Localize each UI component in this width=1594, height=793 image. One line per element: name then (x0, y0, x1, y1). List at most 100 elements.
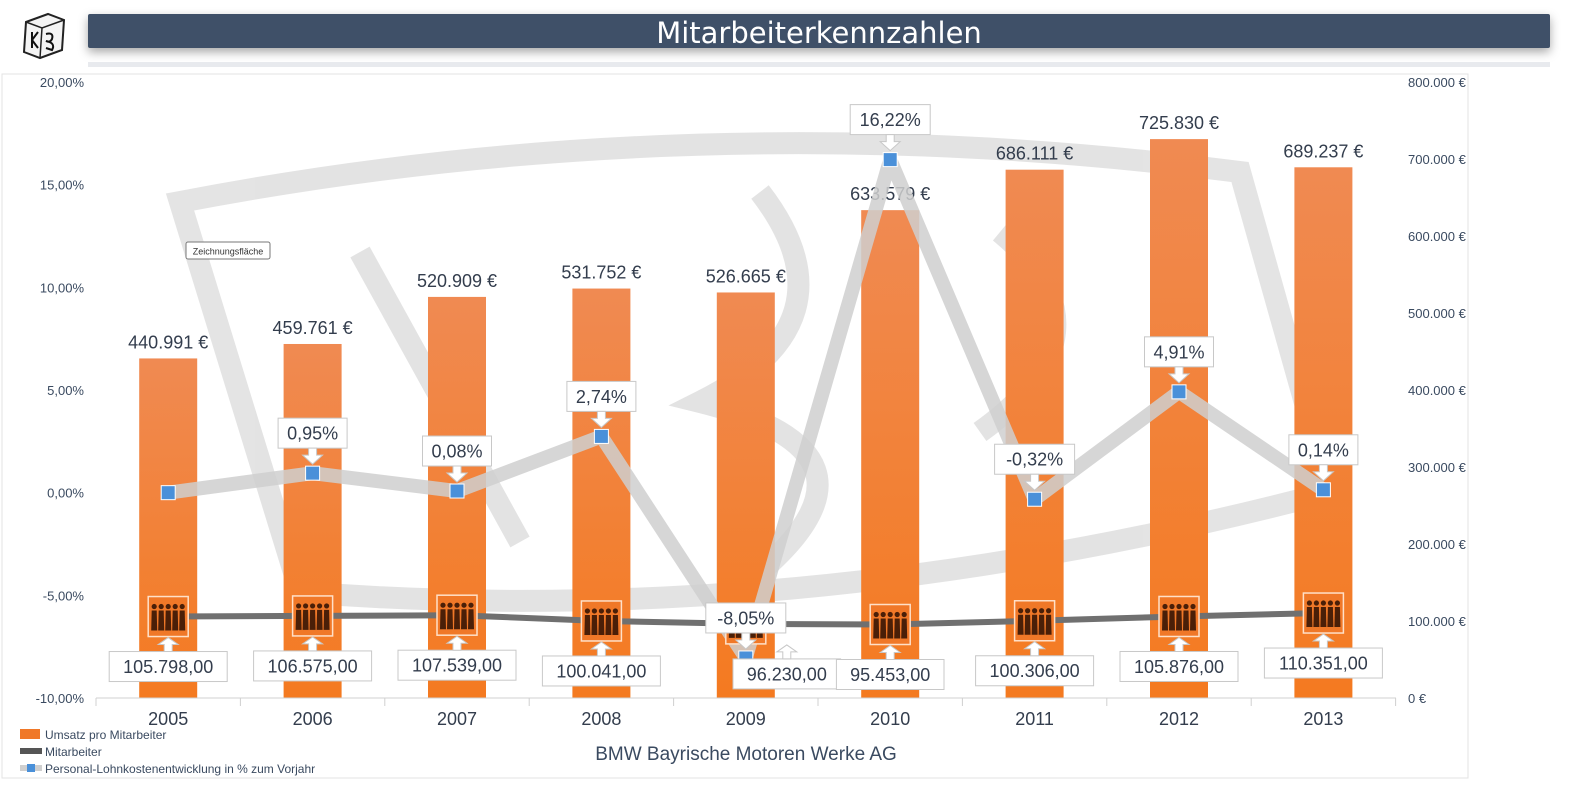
y-right-tick-label: 600.000 € (1408, 229, 1467, 244)
legend-label: Mitarbeiter (45, 745, 102, 759)
lohnkosten-label-text: 16,22% (860, 110, 921, 130)
person-body (901, 618, 908, 639)
lohnkosten-label-box (1144, 336, 1214, 368)
person-body (591, 614, 598, 635)
person-body (309, 609, 316, 630)
y-left-tick-label: 10,00% (40, 280, 85, 295)
person-head (468, 602, 474, 608)
y-left-tick-label: 15,00% (40, 178, 85, 193)
person-body (598, 614, 605, 635)
x-tick-label: 2007 (437, 709, 477, 729)
y-axis-right: 800.000 € 700.000 € 600.000 € 500.000 € 400.… (1408, 75, 1467, 706)
lohnkosten-label-text: 0,95% (287, 424, 338, 444)
lohnkosten-marker (449, 483, 465, 499)
lohnkosten-label-arrow (734, 632, 758, 650)
person-body (440, 609, 446, 630)
person-body (894, 618, 901, 639)
mitarbeiter-label-arrow (445, 635, 469, 651)
person-head (887, 611, 893, 618)
lohnkosten-series (160, 152, 1331, 666)
person-body (1017, 614, 1024, 635)
people-marker-icon (1158, 595, 1200, 638)
bar-value-label: 459.761 € (273, 318, 353, 338)
x-tick-label: 2005 (148, 709, 188, 729)
lohnkosten-label-box (566, 380, 637, 412)
mitarbeiter-label-text: 105.798,00 (123, 657, 213, 677)
person-body (151, 610, 158, 631)
y-right-tick-label: 300.000 € (1408, 460, 1467, 475)
people-marker-icon (580, 600, 623, 642)
people-marker-icon (1013, 600, 1056, 642)
person-body (1306, 607, 1313, 628)
mitarbeiter-labels: 105.798,00 106.575,00 107.539,00 100.041,00… (108, 633, 1383, 691)
y-left-tick-label: 0,00% (47, 486, 84, 501)
person-body (1038, 614, 1045, 635)
person-head (584, 608, 591, 614)
lohnkosten-marker (1171, 384, 1187, 400)
person-head (317, 603, 323, 609)
y-left-tick-label: -5,00% (43, 588, 85, 603)
person-body (1176, 610, 1182, 631)
bar-value-label: 686.111 € (996, 144, 1073, 164)
y-right-tick-label: 200.000 € (1408, 537, 1467, 552)
person-body (165, 610, 172, 631)
mitarbeiter-label-arrow (775, 644, 799, 660)
x-tick-label: 2011 (1015, 709, 1054, 729)
mitarbeiter-label: 106.575,00 (253, 636, 373, 682)
person-head (165, 603, 171, 610)
y-right-tick-label: 100.000 € (1408, 614, 1467, 629)
logo (18, 10, 70, 62)
person-body (1190, 610, 1196, 631)
lohnkosten-label-arrow (1167, 366, 1191, 384)
people-marker-icon (1302, 592, 1345, 634)
person-head (1025, 608, 1031, 614)
person-head (901, 611, 907, 618)
mitarbeiter-label-text: 96.230,00 (747, 664, 827, 684)
person-head (1046, 608, 1052, 614)
lohnkosten-marker (1027, 491, 1043, 507)
lohnkosten-marker (593, 428, 609, 444)
mitarbeiter-label: 100.306,00 (975, 641, 1095, 687)
person-head (605, 608, 612, 614)
person-head (1018, 608, 1024, 614)
lohnkosten-label: -0,32% (994, 443, 1076, 491)
mitarbeiter-label-arrow (878, 644, 902, 661)
title-underline (88, 62, 1550, 67)
mitarbeiter-label: 110.351,00 (1263, 633, 1383, 679)
person-head (1190, 603, 1196, 610)
lohnkosten-label: 0,95% (277, 417, 348, 465)
lohnkosten-marker (160, 485, 176, 501)
legend-label: Personal-Lohnkostenentwicklung in % zum … (45, 762, 315, 776)
legend-swatch-mitarbeiter (20, 748, 42, 754)
lohnkosten-marker (882, 152, 898, 168)
legend: Umsatz pro Mitarbeiter Mitarbeiter Persona… (20, 728, 315, 776)
lohnkosten-label-arrow (590, 410, 613, 429)
person-head (1039, 608, 1045, 614)
mitarbeiter-label: 96.230,00 (732, 644, 842, 690)
person-body (302, 609, 309, 630)
mitarbeiter-label: 100.041,00 (541, 641, 661, 687)
person-head (172, 603, 178, 610)
person-body (158, 610, 165, 631)
lohnkosten-label-box (994, 443, 1076, 475)
lohnkosten-label-arrow (1023, 473, 1046, 491)
mitarbeiter-label-text: 95.453,00 (850, 665, 930, 685)
lohnkosten-label-text: 2,74% (576, 387, 627, 407)
lohnkosten-marker (305, 465, 321, 481)
y-left-tick-label: 20,00% (40, 75, 85, 90)
person-body (316, 609, 323, 630)
person-body (873, 618, 880, 639)
x-tick-label: 2009 (726, 709, 766, 729)
bar-value-label: 725.830 € (1139, 113, 1219, 133)
mitarbeiter-label-arrow (301, 636, 325, 652)
x-tick-label: 2010 (870, 709, 910, 729)
lohnkosten-marker (1315, 482, 1331, 498)
lohnkosten-label-box (277, 417, 348, 449)
mitarbeiter-label-text: 100.306,00 (990, 661, 1080, 681)
person-head (1334, 600, 1340, 606)
x-tick-label: 2013 (1303, 709, 1343, 729)
people-marker-icon (869, 603, 911, 646)
person-head (158, 603, 164, 610)
person-head (1306, 600, 1312, 606)
person-body (447, 609, 453, 630)
